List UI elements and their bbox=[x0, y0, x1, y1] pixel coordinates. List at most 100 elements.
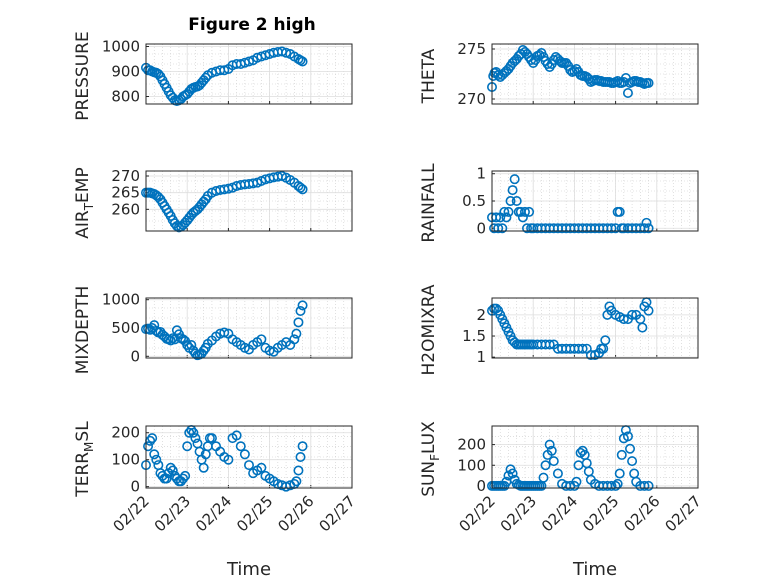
data-point bbox=[643, 480, 654, 491]
data-point bbox=[637, 322, 648, 333]
data-point bbox=[151, 454, 162, 465]
y-axis-label: TERRMSL bbox=[73, 421, 96, 498]
y-tick-label: 1 bbox=[476, 165, 486, 183]
data-point bbox=[501, 212, 512, 223]
data-point bbox=[293, 465, 304, 476]
data-point bbox=[497, 223, 508, 234]
data-point bbox=[291, 328, 302, 339]
data-point bbox=[546, 445, 557, 456]
x-tick-label: 02/27 bbox=[316, 492, 359, 535]
data-point bbox=[616, 449, 627, 460]
y-tick-label: 260 bbox=[111, 200, 140, 218]
data-point bbox=[507, 468, 518, 479]
axes-border bbox=[491, 43, 699, 105]
data-point bbox=[165, 335, 176, 346]
data-point bbox=[540, 460, 551, 471]
data-point bbox=[643, 305, 654, 316]
data-point bbox=[519, 206, 530, 217]
data-point bbox=[297, 441, 308, 452]
data-point bbox=[171, 221, 182, 232]
axes-border bbox=[491, 170, 699, 232]
data-point bbox=[614, 206, 625, 217]
x-tick-label: 02/24 bbox=[538, 492, 581, 535]
x-tick-label: 02/25 bbox=[233, 492, 276, 535]
data-point bbox=[200, 72, 211, 83]
data-point bbox=[493, 223, 504, 234]
data-point bbox=[643, 78, 654, 89]
data-point bbox=[618, 314, 629, 325]
data-point bbox=[178, 473, 189, 484]
y-tick-label: 0 bbox=[476, 219, 486, 237]
y-tick-label: 0 bbox=[476, 477, 486, 495]
x-tick-label: 02/23 bbox=[151, 492, 194, 535]
subplot-sun-flux: 0 100 200 SUNFLUX 02/2202/2302/2402/2502/260… bbox=[419, 421, 705, 580]
data-point bbox=[538, 472, 549, 483]
data-point bbox=[297, 184, 308, 195]
y-tick-label: 900 bbox=[111, 63, 140, 81]
y-tick-label: 1000 bbox=[102, 291, 140, 309]
data-point bbox=[503, 206, 514, 217]
data-point bbox=[639, 480, 650, 491]
data-point bbox=[219, 327, 230, 338]
x-tick-label: 02/26 bbox=[274, 492, 317, 535]
y-tick-label: 2 bbox=[476, 306, 486, 324]
data-point bbox=[511, 196, 522, 207]
data-point bbox=[239, 449, 250, 460]
data-point bbox=[297, 300, 308, 311]
x-tick-label: 02/26 bbox=[620, 492, 663, 535]
data-point bbox=[143, 441, 154, 452]
data-point bbox=[184, 427, 195, 438]
data-point bbox=[244, 460, 255, 471]
axes-border bbox=[145, 43, 353, 105]
data-point bbox=[505, 196, 516, 207]
data-point bbox=[182, 339, 193, 350]
x-tick-label: 02/22 bbox=[456, 492, 499, 535]
y-tick-label: 265 bbox=[111, 184, 140, 202]
figure-title: Figure 2 high bbox=[188, 15, 316, 35]
y-tick-label: 270 bbox=[457, 90, 486, 108]
data-point bbox=[522, 223, 533, 234]
y-axis-label: AIRTEMP bbox=[73, 167, 96, 238]
y-tick-label: 0 bbox=[130, 478, 140, 496]
y-tick-label: 1000 bbox=[102, 38, 140, 56]
y-tick-label: 100 bbox=[457, 456, 486, 474]
data-point bbox=[256, 462, 267, 473]
data-point bbox=[606, 223, 617, 234]
y-tick-label: 100 bbox=[111, 451, 140, 469]
data-point bbox=[295, 182, 306, 193]
data-point bbox=[552, 468, 563, 479]
data-point bbox=[147, 433, 158, 444]
data-point bbox=[625, 443, 636, 454]
data-point bbox=[643, 223, 654, 234]
data-point bbox=[641, 217, 652, 228]
data-point bbox=[198, 462, 209, 473]
data-point bbox=[206, 433, 217, 444]
subplot-mixdepth: 0 500 1000 MIXDEPTH bbox=[73, 286, 353, 374]
data-point bbox=[639, 223, 650, 234]
data-point bbox=[499, 206, 510, 217]
data-point bbox=[544, 339, 555, 350]
data-point bbox=[295, 306, 306, 317]
y-tick-label: 200 bbox=[111, 424, 140, 442]
x-tick-label: 02/22 bbox=[110, 492, 153, 535]
subplot-terr-msl: 0 100 200 TERRMSL 02/2202/2302/2402/2502/260… bbox=[73, 421, 359, 580]
axes-border bbox=[145, 425, 353, 489]
data-point bbox=[622, 88, 633, 99]
y-axis-label: PRESSURE bbox=[73, 31, 93, 120]
data-point bbox=[231, 430, 242, 441]
data-point bbox=[149, 449, 160, 460]
data-point bbox=[188, 427, 199, 438]
y-tick-label: 1.5 bbox=[462, 327, 486, 345]
x-tick-label: 02/27 bbox=[662, 492, 705, 535]
data-point bbox=[627, 309, 638, 320]
data-point bbox=[517, 212, 528, 223]
y-tick-label: 270 bbox=[111, 167, 140, 185]
data-point bbox=[577, 343, 588, 354]
data-point bbox=[281, 47, 292, 58]
data-point bbox=[223, 454, 234, 465]
data-point bbox=[571, 476, 582, 487]
data-point bbox=[180, 470, 191, 481]
